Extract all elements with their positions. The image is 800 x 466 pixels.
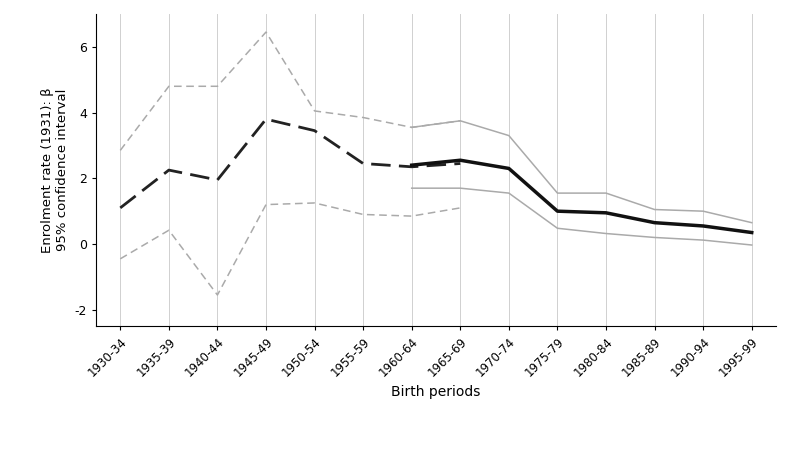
X-axis label: Birth periods: Birth periods [391,385,481,399]
Legend: 5-year age cohort from the 1984 census, 5-year age cohort from the 2014 census: 5-year age cohort from the 1984 census, … [138,464,734,466]
Y-axis label: Enrolment rate (1931): β
95% confidence interval: Enrolment rate (1931): β 95% confidence … [41,87,69,253]
